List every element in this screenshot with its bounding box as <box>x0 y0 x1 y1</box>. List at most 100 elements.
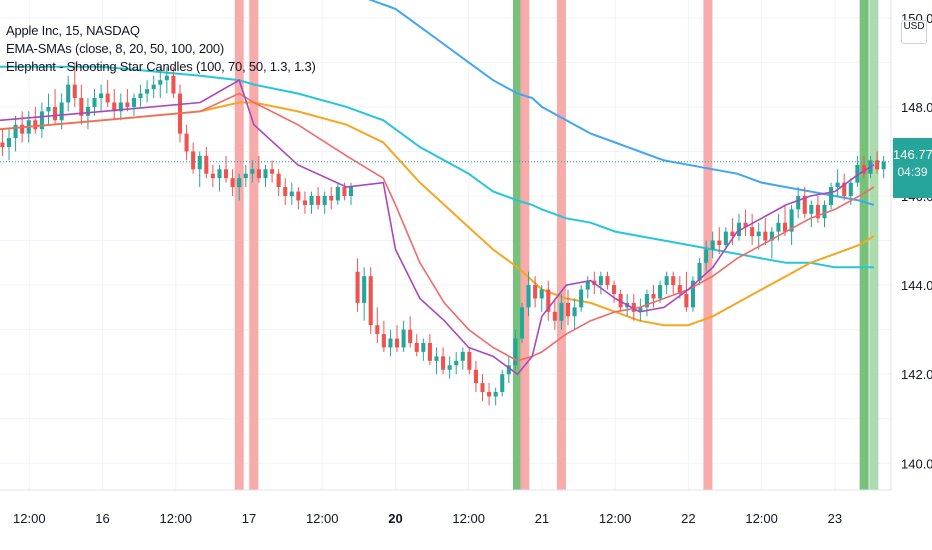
legend-symbol[interactable]: Apple Inc, 15, NASDAQ <box>6 23 140 38</box>
candle <box>184 124 189 161</box>
candle <box>53 89 58 125</box>
x-tick-label: 12:00 <box>306 511 339 526</box>
candle-body <box>230 178 235 188</box>
candle <box>151 75 156 98</box>
x-tick-label: 23 <box>828 511 842 526</box>
candle <box>131 93 137 116</box>
candle <box>335 182 340 205</box>
candle <box>401 320 406 352</box>
candle-body <box>677 285 682 294</box>
candle-body <box>493 392 498 397</box>
candle <box>533 276 538 308</box>
candle-body <box>322 196 327 205</box>
candle-body <box>579 289 584 308</box>
candle <box>329 187 334 210</box>
candle <box>467 347 472 375</box>
candle-body <box>296 191 301 201</box>
candle-body <box>138 93 143 98</box>
candle <box>559 294 564 330</box>
candle <box>296 187 301 210</box>
legend-indicator-shooting-star[interactable]: Elephant - Shooting Star Candles (100, 7… <box>6 59 316 74</box>
candle <box>671 271 676 294</box>
legend-indicator-ema-smas[interactable]: EMA-SMAs (close, 8, 20, 50, 100, 200) <box>6 41 225 56</box>
candle <box>237 173 242 201</box>
candle-body <box>480 383 485 392</box>
candle-body <box>697 262 702 281</box>
candle <box>283 178 288 205</box>
signal-band <box>703 0 713 490</box>
candle-body <box>401 329 406 348</box>
candle <box>513 329 518 370</box>
x-tick-label: 22 <box>681 511 695 526</box>
candle <box>138 84 143 107</box>
candle <box>316 187 321 210</box>
candle-body <box>348 187 354 196</box>
candle <box>802 187 807 219</box>
candle-body <box>210 173 215 179</box>
candle-body <box>684 294 689 308</box>
y-tick-label: 148.00 <box>901 100 932 115</box>
candle-body <box>243 173 248 179</box>
candle-body <box>789 209 794 232</box>
candle-body <box>842 182 847 196</box>
ema200-line <box>368 0 875 206</box>
candle-body <box>533 285 538 299</box>
candle <box>644 289 649 317</box>
candle <box>552 298 557 330</box>
candle <box>769 227 774 259</box>
candle <box>408 316 413 348</box>
candle <box>414 334 419 357</box>
candle <box>388 329 393 357</box>
candle-body <box>270 169 275 174</box>
candle-body <box>158 80 163 85</box>
candle <box>381 320 386 352</box>
ema8-line <box>0 79 875 376</box>
candle-body <box>565 302 571 317</box>
candle <box>118 93 123 121</box>
candle <box>0 129 5 156</box>
signal-band <box>556 0 566 490</box>
candle <box>13 115 18 152</box>
candle-body <box>730 231 735 237</box>
candle <box>250 160 255 183</box>
candle-body <box>316 196 321 205</box>
candle <box>263 164 268 188</box>
candle <box>612 280 617 303</box>
candle <box>829 182 834 210</box>
candle-body <box>39 111 44 130</box>
candle-body <box>145 89 150 94</box>
candle-body <box>197 155 202 170</box>
candle <box>362 267 367 321</box>
candle-body <box>342 187 347 196</box>
candle <box>835 169 840 196</box>
candle-body <box>256 169 261 179</box>
candle-body <box>460 351 465 361</box>
candle <box>651 285 656 308</box>
candle <box>309 191 314 214</box>
candle-body <box>66 84 71 103</box>
candle-body <box>651 294 656 299</box>
candle-body <box>99 93 104 98</box>
x-tick-label: 12:00 <box>452 511 485 526</box>
candle <box>394 325 400 352</box>
candle-body <box>283 187 288 196</box>
candle <box>217 164 222 192</box>
x-tick-label: 20 <box>388 511 402 526</box>
candle-body <box>809 204 814 214</box>
signal-band <box>234 0 244 490</box>
candle <box>519 302 525 343</box>
time-axis-panel <box>0 490 932 550</box>
candle-body <box>717 240 722 245</box>
ema20-line <box>0 92 875 362</box>
candle <box>631 294 636 321</box>
candle-body <box>118 102 123 112</box>
candle-body <box>204 155 209 174</box>
candle <box>638 298 643 321</box>
candle-body <box>414 343 419 352</box>
candle <box>842 173 847 201</box>
candle <box>230 169 235 196</box>
candle-body <box>473 369 478 384</box>
candle <box>500 369 505 397</box>
currency-button[interactable]: USD <box>901 20 927 44</box>
